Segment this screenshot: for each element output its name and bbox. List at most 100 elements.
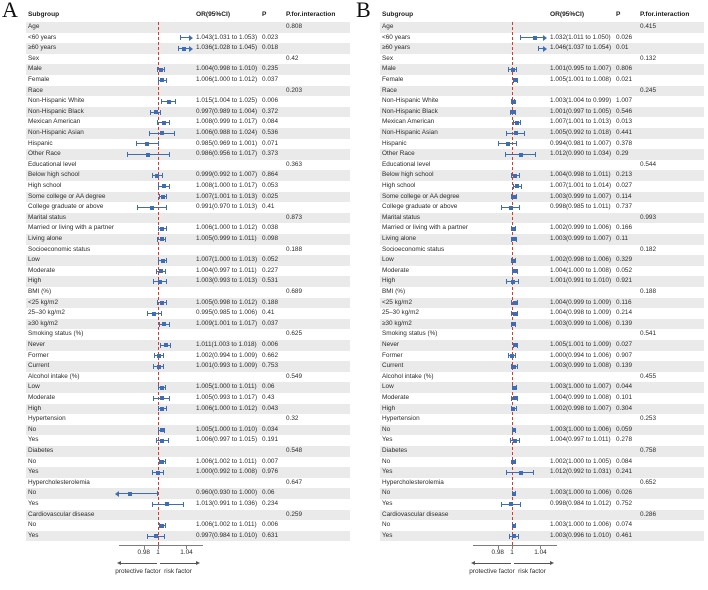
point-marker <box>158 67 163 72</box>
row-background <box>380 149 704 160</box>
p-value: 0.074 <box>616 521 632 529</box>
ci-cap <box>509 533 511 539</box>
protective-factor-label: protective factor <box>115 568 161 575</box>
row-background <box>26 64 350 75</box>
subgroup-label: Other Race <box>28 150 61 158</box>
point-marker <box>152 311 157 316</box>
ci-cap <box>126 152 128 157</box>
point-marker <box>153 534 158 539</box>
subgroup-label: High school <box>28 182 62 189</box>
subgroup-label: Hypercholesterolemia <box>382 478 444 486</box>
subgroup-label: Low <box>382 256 394 264</box>
or-ci-value: 1.001(0.997 to 1.005) <box>550 107 612 115</box>
subgroup-label: No <box>28 425 37 433</box>
ci-cap <box>512 342 514 348</box>
ci-cap <box>169 183 171 189</box>
subgroup-label: No <box>382 457 391 465</box>
subgroup-label: <60 years <box>28 33 57 41</box>
ci-cap <box>510 173 512 179</box>
ci-cap <box>174 130 176 136</box>
or-ci-value: 1.005(0.992 to 1.018) <box>550 129 612 136</box>
point-marker <box>512 438 517 443</box>
subgroup-label: ≥30 kg/m2 <box>28 319 58 327</box>
or-ci-value: 1.007(1.001 to 1.013) <box>196 192 258 200</box>
ci-cap <box>159 523 161 528</box>
subgroup-label: Yes <box>382 436 393 444</box>
or-ci-value: 1.005(1.001 to 1.008) <box>550 76 612 83</box>
subgroup-label: Married or living with a partner <box>28 224 114 232</box>
point-marker <box>514 184 519 189</box>
row-background <box>380 488 704 499</box>
left-arrowhead-icon <box>117 561 121 565</box>
row-background <box>26 255 350 266</box>
subgroup-label: No <box>28 521 37 529</box>
or-ci-value: 1.008(1.000 to 1.017) <box>196 182 258 189</box>
point-marker <box>512 322 517 327</box>
subgroup-label: Cardiovascular disease <box>28 510 95 518</box>
p-interaction-value: 0.455 <box>640 372 656 380</box>
or-ci-value: 1.002(0.998 to 1.007) <box>550 404 612 412</box>
ci-cap <box>157 236 159 242</box>
p-value: 0.737 <box>616 203 632 211</box>
subgroup-label: Non-Hispanic Black <box>382 107 438 115</box>
subgroup-label: Low <box>28 383 40 391</box>
p-value: 0.059 <box>616 425 632 433</box>
ci-cap <box>515 258 517 263</box>
p-value: 0.213 <box>616 171 632 179</box>
ci-cap <box>158 183 159 189</box>
p-interaction-value: 0.259 <box>286 510 302 518</box>
subgroup-label: Socioeconomic status <box>28 245 91 253</box>
point-marker <box>165 502 170 507</box>
row-background <box>380 509 704 521</box>
p-interaction-value: 0.689 <box>286 288 302 295</box>
or-ci-value: 1.004(0.998 to 1.009) <box>550 309 612 317</box>
ci-cap <box>153 279 155 285</box>
row-background <box>380 64 704 75</box>
ci-cap <box>511 395 513 401</box>
row-background <box>26 446 350 457</box>
or-ci-value: 1.009(1.001 to 1.017) <box>196 319 258 327</box>
ci-cap <box>523 130 525 136</box>
p-interaction-value: 0.544 <box>640 160 656 168</box>
p-value: 0.006 <box>262 521 278 529</box>
row-background <box>380 22 704 33</box>
subgroup-label: Living alone <box>382 235 417 242</box>
ci-cap <box>519 35 521 41</box>
subgroup-label: Some college or AA degree <box>28 192 106 200</box>
row-background <box>380 403 704 415</box>
subgroup-label: Male <box>382 65 396 73</box>
direction-arrow-left <box>121 563 157 564</box>
subgroup-label: Age <box>382 23 394 30</box>
p-value: 0.753 <box>262 362 278 370</box>
subgroup-label: High school <box>382 182 416 189</box>
point-marker <box>512 523 517 528</box>
row-background <box>26 106 350 118</box>
row-background <box>26 149 350 160</box>
p-interaction-value: 0.541 <box>640 330 656 338</box>
p-value: 0.044 <box>616 383 632 391</box>
ci-cap <box>508 67 510 73</box>
column-header-p-interaction: P.for.interaction <box>286 11 336 18</box>
point-marker <box>181 46 186 51</box>
ci-cap <box>157 120 159 126</box>
subgroup-label: Low <box>382 383 394 391</box>
column-header-or: OR(95%CI) <box>550 11 585 18</box>
protective-factor-label: protective factor <box>469 568 515 575</box>
ci-cap <box>157 491 158 497</box>
row-background <box>26 22 350 33</box>
subgroup-label: Sex <box>28 54 40 62</box>
point-marker <box>512 491 517 496</box>
or-ci-value: 1.003(1.000 to 1.007) <box>550 383 612 391</box>
row-background <box>26 297 350 309</box>
or-ci-value: 1.007(1.001 to 1.014) <box>550 182 612 189</box>
axis-tick <box>186 546 188 549</box>
or-ci-value: 1.002(0.998 to 1.006) <box>550 256 612 264</box>
point-marker <box>513 78 518 83</box>
ci-cap <box>146 533 148 539</box>
ci-cap <box>169 321 171 327</box>
subgroup-label: Smoking status (%) <box>382 330 438 338</box>
point-marker <box>160 258 165 263</box>
column-header-p: P <box>616 11 621 18</box>
subgroup-label: Former <box>28 351 49 359</box>
subgroup-label: <25 kg/m2 <box>382 298 413 306</box>
